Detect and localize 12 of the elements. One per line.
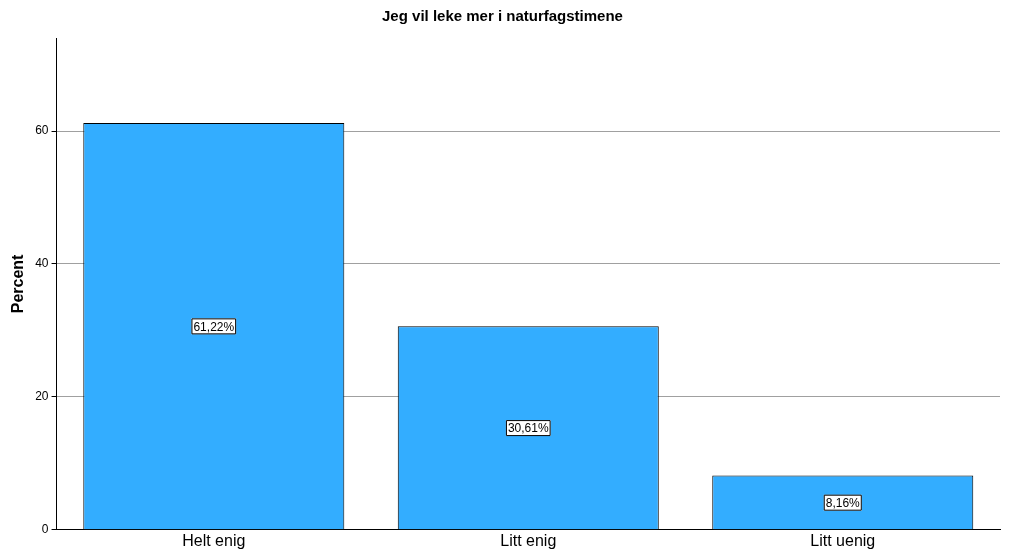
data-label: 61,22% xyxy=(193,319,235,334)
x-tick-label: Litt uenig xyxy=(810,531,876,549)
data-label: 8,16% xyxy=(825,496,861,510)
y-tick-label: 60 xyxy=(35,123,49,138)
y-tick-label: 20 xyxy=(35,389,49,404)
x-tick-label: Litt enig xyxy=(500,531,557,549)
y-tick-label: 40 xyxy=(35,256,49,271)
chart-title: Jeg vil leke mer i naturfagstimene xyxy=(382,7,623,25)
x-tick-label: Helt enig xyxy=(182,531,246,549)
y-axis-title: Percent xyxy=(9,253,27,314)
data-label: 30,61% xyxy=(507,421,549,436)
y-tick-label: 0 xyxy=(41,522,49,537)
